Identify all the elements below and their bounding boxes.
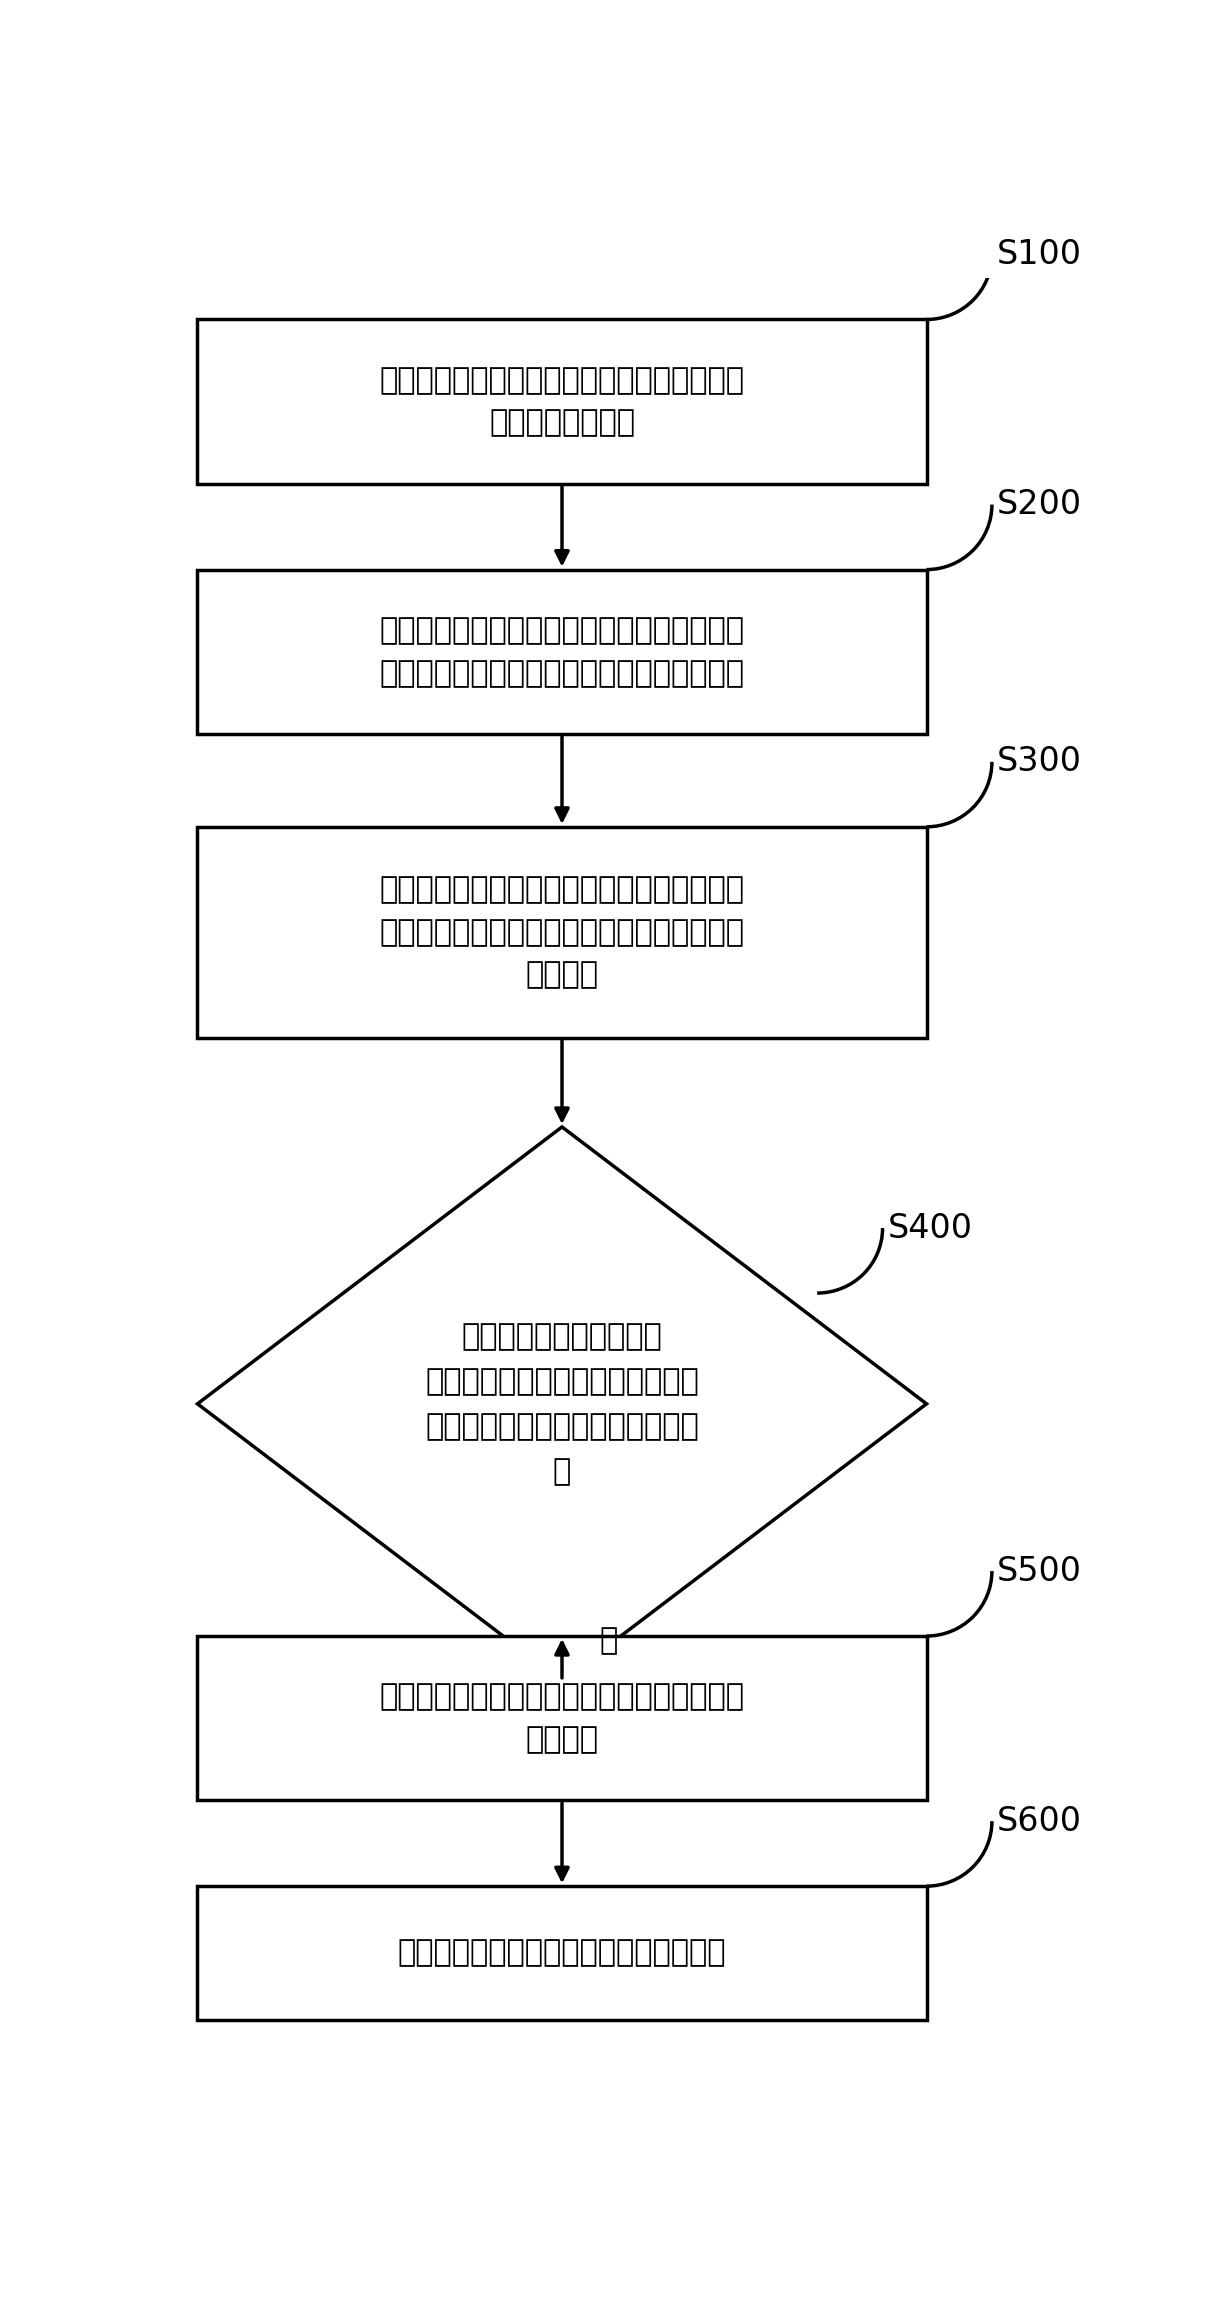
Bar [198, 571, 926, 733]
Bar [198, 826, 926, 1037]
Text: S200: S200 [996, 487, 1082, 522]
Text: 获取所述加热区域的加热区域温度，以及所述
相邻的两个加热区域的两个相邻加热区域温度: 获取所述加热区域的加热区域温度，以及所述 相邻的两个加热区域的两个相邻加热区域温… [380, 615, 744, 687]
Text: 选取一个所述加热区域以及所述加热区域的相
邻的两个加热区域: 选取一个所述加热区域以及所述加热区域的相 邻的两个加热区域 [380, 367, 744, 438]
Text: S400: S400 [888, 1211, 972, 1244]
Text: 判断所述选取的加热区域发生故障，控制报警
装置报警: 判断所述选取的加热区域发生故障，控制报警 装置报警 [380, 1682, 744, 1754]
Text: 读取预设的温度差阈值，
判断所述第一温度差值和所述第二
温度差值是否均大于所述温度差阈
值: 读取预设的温度差阈值， 判断所述第一温度差值和所述第二 温度差值是否均大于所述温… [426, 1322, 698, 1487]
Polygon shape [198, 1128, 926, 1680]
Text: 是: 是 [599, 1626, 617, 1654]
Text: 排查所述选取的加热区域的故障发生位置: 排查所述选取的加热区域的故障发生位置 [398, 1940, 726, 1967]
Text: S300: S300 [996, 745, 1082, 777]
Bar [198, 1636, 926, 1800]
Text: S100: S100 [996, 239, 1082, 271]
Bar [198, 1886, 926, 2021]
Text: S600: S600 [996, 1805, 1082, 1837]
Text: 分别计算所述加热区域温度与所述两个相邻加
热区域温度的差值，获得第一温度差值和第二
温度差值: 分别计算所述加热区域温度与所述两个相邻加 热区域温度的差值，获得第一温度差值和第… [380, 875, 744, 991]
Text: S500: S500 [996, 1554, 1082, 1587]
Bar [198, 320, 926, 485]
